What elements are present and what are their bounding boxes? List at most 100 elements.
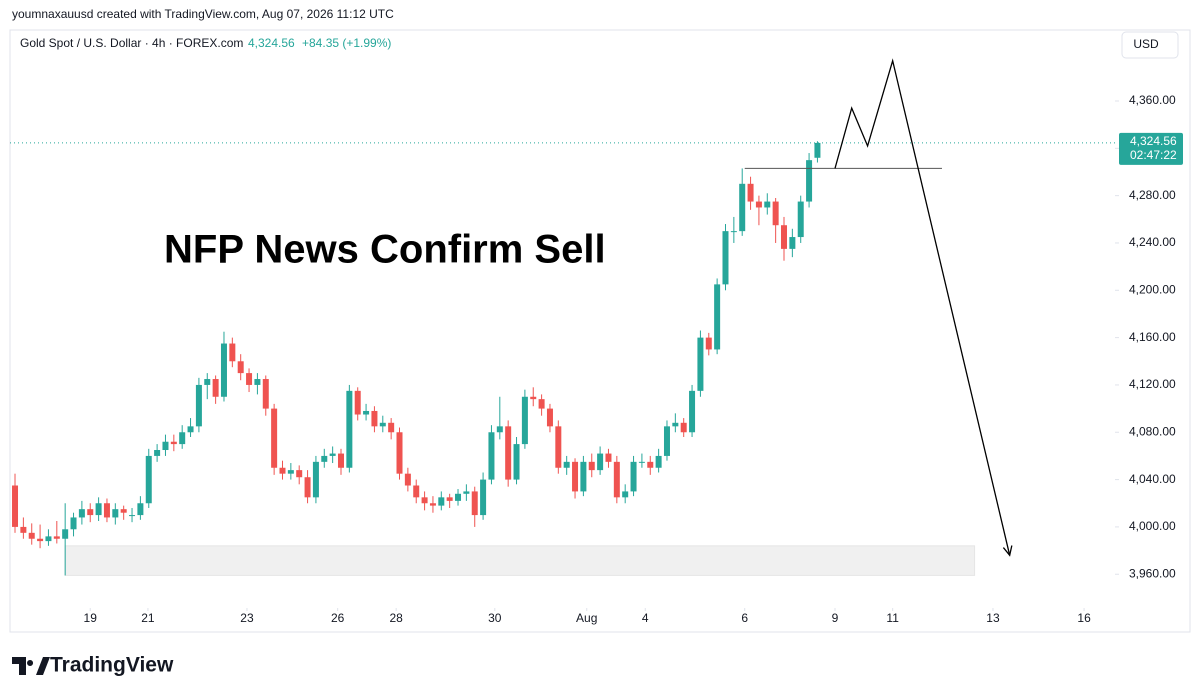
currency-button[interactable]: [1121, 31, 1179, 59]
price-tag-box: [1119, 132, 1183, 165]
credit: youmnaxauusd created with TradingView.co…: [12, 7, 394, 21]
candle-body: [772, 201, 779, 226]
candle-body: [438, 497, 445, 506]
candle-body: [781, 225, 788, 249]
candle-body: [680, 422, 687, 433]
candle-body: [446, 497, 453, 501]
countdown: 02:47:22: [1130, 148, 1177, 162]
y-tick-label: 3,960.00: [1129, 566, 1176, 580]
candle-body: [538, 399, 545, 409]
last-price: 4,324.56: [248, 36, 295, 50]
candle-body: [421, 497, 428, 504]
candle-body: [630, 461, 637, 492]
x-tick-label: 9: [832, 611, 839, 625]
candle-body: [622, 491, 629, 498]
candle-body: [346, 390, 353, 468]
candle-body: [530, 396, 537, 400]
candle-body: [689, 390, 696, 433]
x-tick-label: 13: [986, 611, 1000, 625]
x-tick-label: Aug: [576, 611, 597, 625]
candle-body: [62, 529, 69, 539]
candle-body: [463, 491, 470, 494]
candle-body: [572, 461, 579, 492]
y-tick-label: 4,240.00: [1129, 235, 1176, 249]
candle-body: [254, 379, 261, 385]
candle-body: [246, 373, 253, 385]
candle-body: [705, 337, 712, 350]
x-tick-label: 30: [488, 611, 502, 625]
candle-body: [580, 461, 587, 492]
candle-body: [137, 503, 144, 516]
candle-body: [20, 526, 27, 533]
candle-body: [496, 426, 503, 433]
candle-body: [413, 485, 420, 498]
x-tick-label: 4: [642, 611, 649, 625]
y-tick-label: 4,080.00: [1129, 424, 1176, 438]
candle-body: [697, 337, 704, 391]
candle-body: [87, 509, 94, 516]
candle-body: [120, 509, 127, 513]
y-tick-label: 4,360.00: [1129, 93, 1176, 107]
candle-body: [129, 515, 136, 517]
support-zone: [64, 545, 976, 576]
candle-body: [404, 473, 411, 486]
candle-body: [195, 384, 202, 427]
candle-body: [613, 461, 620, 498]
candle-body: [747, 183, 754, 202]
candle-body: [304, 477, 311, 498]
currency[interactable]: USD: [1133, 37, 1159, 51]
candle-body: [154, 450, 161, 456]
candle-body: [388, 422, 395, 433]
change: +84.35 (+1.99%): [302, 36, 391, 50]
candle-body: [663, 426, 670, 456]
candle-body: [321, 455, 328, 462]
candle-body: [764, 201, 771, 208]
projection-path: [834, 58, 1011, 556]
candle-body: [187, 426, 194, 433]
candle-body: [262, 379, 269, 409]
candle-body: [103, 503, 110, 518]
annotation: NFP News Confirm Sell: [164, 228, 606, 272]
candle-body: [363, 410, 370, 415]
candle-body: [78, 509, 85, 518]
brand: TradingView: [50, 654, 174, 677]
logo-mark: [12, 657, 50, 675]
candle-body: [95, 503, 102, 516]
candle-body: [755, 201, 762, 208]
candle-body: [354, 390, 361, 415]
candle-body: [220, 343, 227, 397]
candle-body: [212, 379, 219, 397]
candle-body: [429, 503, 436, 506]
candle-body: [546, 408, 553, 427]
candle-body: [588, 461, 595, 471]
projection-arrowhead: [1002, 545, 1013, 557]
brand-logo: TradingView: [12, 654, 174, 677]
x-tick-label: 26: [331, 611, 345, 625]
candle-body: [789, 237, 796, 249]
x-tick-label: 19: [84, 611, 98, 625]
candle-body: [296, 470, 303, 478]
price-tag: 4,324.56: [1130, 134, 1177, 148]
candle-body: [37, 538, 44, 542]
candle-body: [714, 284, 721, 350]
candle-body: [162, 441, 169, 451]
candle-body: [371, 410, 378, 427]
candle-body: [145, 455, 152, 504]
x-tick-label: 16: [1077, 611, 1091, 625]
candle-body: [797, 201, 804, 238]
candle-body: [655, 455, 662, 468]
y-tick-label: 4,040.00: [1129, 472, 1176, 486]
candle-body: [70, 517, 77, 530]
candle-body: [229, 343, 236, 362]
candle-body: [555, 426, 562, 468]
candle-body: [730, 231, 737, 233]
candle-body: [12, 485, 19, 527]
candle-body: [513, 444, 520, 480]
candle-body: [647, 461, 654, 468]
candle-body: [739, 183, 746, 232]
candle-body: [237, 361, 244, 374]
candle-body: [480, 479, 487, 516]
candle-body: [28, 532, 35, 539]
candle-body: [563, 461, 570, 468]
candle-body: [597, 453, 604, 471]
